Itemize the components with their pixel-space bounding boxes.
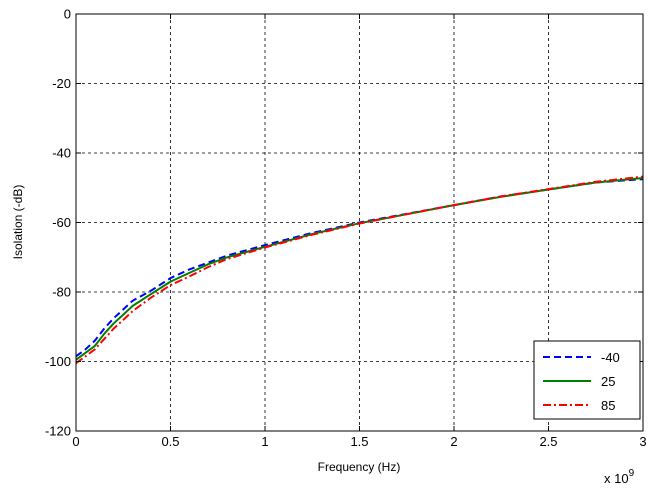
y-tick-label: -120: [45, 424, 71, 439]
series-lines: [75, 175, 644, 365]
x-tick-label: 2.5: [539, 434, 557, 449]
y-tick-label: -80: [52, 285, 71, 300]
y-axis-label: Isolation (-dB): [11, 185, 25, 260]
legend-label-1: -40: [601, 350, 620, 365]
x-tick-label: 1: [261, 434, 268, 449]
x-exponent-label: x 109: [604, 468, 635, 486]
axis-ticks: [75, 13, 644, 432]
y-tick-label: -60: [52, 215, 71, 230]
legend: -40 25 85: [533, 340, 641, 420]
x-tick-label: 2: [450, 434, 457, 449]
series-line-3: [75, 175, 644, 365]
x-tick-label: 1.5: [350, 434, 368, 449]
x-exponent-power: 9: [629, 468, 635, 479]
y-tick-label: -100: [45, 354, 71, 369]
x-exponent-base: x 10: [604, 471, 629, 486]
x-tick-label: 0: [72, 434, 79, 449]
legend-label-3: 85: [601, 398, 615, 413]
x-tick-label: 0.5: [161, 434, 179, 449]
x-tick-label: 3: [639, 434, 646, 449]
legend-label-2: 25: [601, 374, 615, 389]
series-line-1: [75, 178, 644, 358]
tick-labels: 0 0.5 1 1.5 2 2.5 3 0 -20 -40 -60 -80 -100 -120: [45, 7, 647, 450]
y-tick-label: -20: [52, 76, 71, 91]
y-tick-label: 0: [64, 7, 71, 22]
x-axis-label: Frequency (Hz): [318, 460, 401, 474]
y-tick-label: -40: [52, 146, 71, 161]
